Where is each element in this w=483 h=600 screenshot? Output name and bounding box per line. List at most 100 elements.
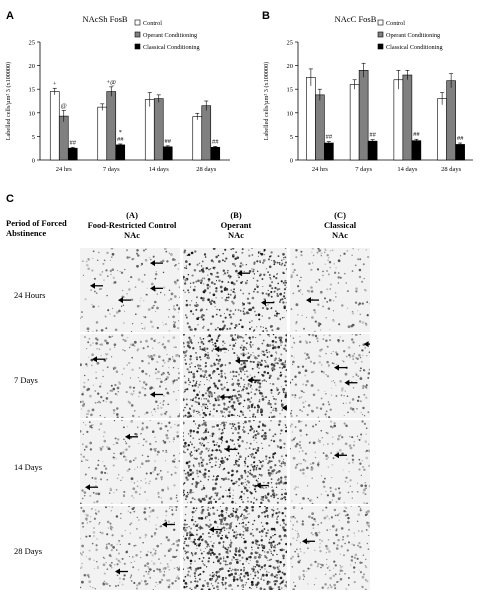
cell-dot xyxy=(200,471,202,474)
cell-dot xyxy=(364,578,366,580)
cell-dot xyxy=(207,328,210,332)
cell-dot xyxy=(284,415,287,418)
cell-dot xyxy=(283,258,285,260)
cell-dot xyxy=(236,256,240,259)
cell-dot xyxy=(290,447,291,450)
cell-dot xyxy=(168,329,171,332)
cell-dot xyxy=(263,248,266,252)
legend-label: Classical Conditioning xyxy=(143,44,200,51)
cell-dot xyxy=(276,362,279,365)
cell-dot xyxy=(156,306,159,310)
cell-dot xyxy=(294,394,297,397)
cell-dot xyxy=(190,518,194,522)
cell-dot xyxy=(239,319,242,322)
cell-dot xyxy=(131,368,134,371)
cell-dot xyxy=(350,555,354,558)
cell-dot xyxy=(251,583,254,586)
cell-dot xyxy=(252,484,255,487)
cell-dot xyxy=(276,294,280,298)
cell-dot xyxy=(274,409,278,412)
cell-dot xyxy=(271,416,274,418)
bar xyxy=(358,70,369,161)
arrow-left-icon xyxy=(334,452,347,459)
cell-dot xyxy=(183,547,185,550)
cell-dot xyxy=(169,497,173,500)
cell-dot xyxy=(224,298,228,302)
y-tick-label: 20 xyxy=(29,63,36,70)
cell-dot xyxy=(126,364,128,366)
cell-dot xyxy=(365,511,368,514)
cell-dot xyxy=(191,554,194,557)
cell-dot xyxy=(283,462,287,465)
cell-dot xyxy=(347,411,349,414)
cell-dot xyxy=(284,391,287,395)
cell-dot xyxy=(234,257,237,260)
cell-dot xyxy=(142,347,145,350)
cell-dot xyxy=(177,424,180,427)
cell-dot xyxy=(197,279,200,283)
cell-dot xyxy=(290,308,293,310)
cell-dot xyxy=(159,422,161,424)
cell-dot xyxy=(103,439,107,443)
cell-dot xyxy=(224,416,226,418)
cell-dot xyxy=(237,460,239,463)
cell-dot xyxy=(224,316,227,319)
cell-dot xyxy=(189,468,192,472)
cell-dot xyxy=(188,466,190,468)
cell-dot xyxy=(340,527,344,530)
cell-dot xyxy=(260,485,264,489)
cell-dot xyxy=(229,414,231,416)
cell-dot xyxy=(191,553,194,555)
cell-dot xyxy=(243,540,247,544)
cell-dot xyxy=(208,550,211,553)
cell-dot xyxy=(119,452,123,455)
cell-dot xyxy=(332,567,335,569)
cell-dot xyxy=(208,588,211,590)
cell-dot xyxy=(229,309,232,313)
cell-dot xyxy=(334,587,337,590)
cell-dot xyxy=(209,536,212,538)
cell-dot xyxy=(234,309,237,311)
cell-dot xyxy=(239,370,242,373)
cell-dot xyxy=(273,359,276,362)
cell-dot xyxy=(242,310,245,312)
cell-dot xyxy=(151,430,155,433)
cell-dot xyxy=(136,264,139,268)
cell-dot xyxy=(233,531,236,534)
cell-dot xyxy=(135,527,138,530)
cell-dot xyxy=(204,516,207,518)
cell-dot xyxy=(345,424,348,427)
cell-dot xyxy=(249,442,252,445)
cell-dot xyxy=(322,370,325,374)
cell-dot xyxy=(269,255,271,258)
cell-dot xyxy=(257,446,260,449)
cell-dot xyxy=(252,436,255,439)
cell-dot xyxy=(205,495,208,498)
cell-dot xyxy=(174,466,176,468)
cell-dot xyxy=(277,571,280,574)
cell-dot xyxy=(214,456,218,460)
cell-dot xyxy=(99,521,101,524)
cell-dot xyxy=(208,448,210,450)
cell-dot xyxy=(184,519,187,522)
cell-dot xyxy=(233,389,236,391)
cell-dot xyxy=(233,414,235,417)
cell-dot xyxy=(299,440,301,443)
cell-dot xyxy=(303,327,305,330)
cell-dot xyxy=(128,542,131,546)
cell-dot xyxy=(186,502,189,504)
cell-dot xyxy=(197,324,199,326)
cell-dot xyxy=(142,249,146,252)
cell-dot xyxy=(206,582,210,585)
cell-dot xyxy=(83,448,86,451)
cell-dot xyxy=(202,411,206,415)
cell-dot xyxy=(265,455,268,458)
cell-dot xyxy=(165,410,168,413)
cell-dot xyxy=(106,294,108,297)
cell-dot xyxy=(238,458,240,461)
cell-dot xyxy=(157,407,160,410)
cell-dot xyxy=(155,524,157,526)
cell-dot xyxy=(249,429,252,432)
cell-dot xyxy=(81,497,84,500)
cell-dot xyxy=(247,385,249,387)
